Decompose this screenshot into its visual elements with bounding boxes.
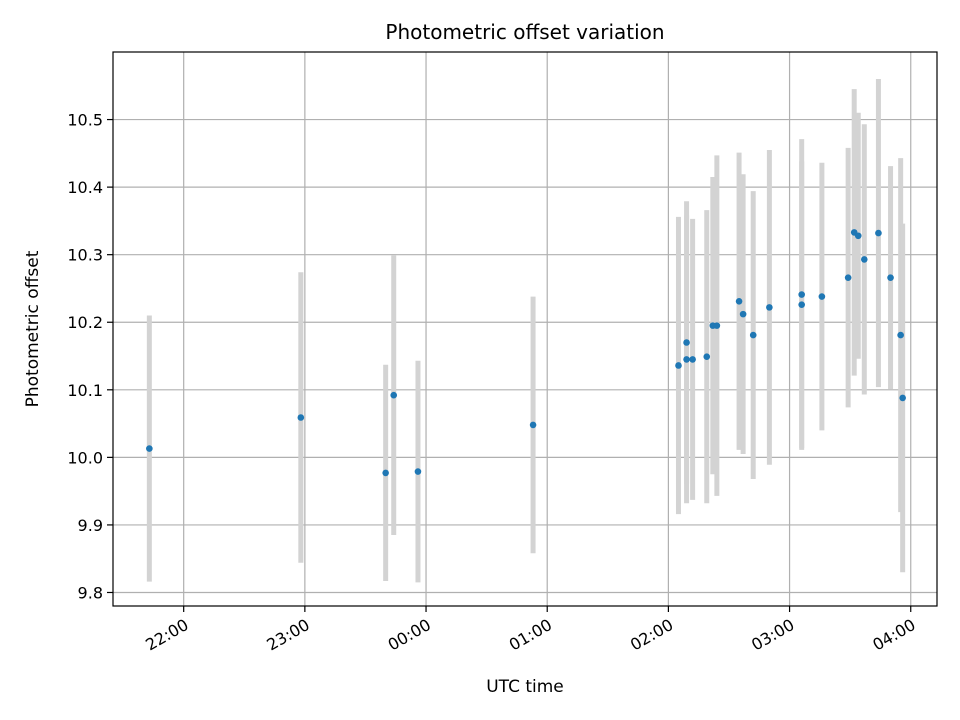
data-point (713, 322, 721, 329)
y-tick-label: 9.8 (78, 583, 103, 602)
data-point (749, 331, 757, 339)
y-axis-ticks: 9.8 9.9 10.0 10.1 10.2 10.3 10.4 10.5 (67, 111, 113, 602)
data-point (297, 414, 305, 421)
y-tick-label: 10.3 (67, 246, 103, 265)
y-tick-label: 10.0 (67, 448, 103, 467)
y-tick-label: 10.4 (67, 178, 103, 197)
data-point (703, 353, 711, 361)
data-point (683, 339, 690, 346)
data-point (390, 391, 398, 399)
data-point (899, 394, 906, 402)
y-tick-label: 9.9 (78, 516, 103, 535)
plot-frame (112, 51, 938, 607)
data-point (683, 356, 690, 363)
data-point (875, 229, 882, 237)
data-point (818, 293, 826, 300)
data-point (860, 256, 868, 263)
data-point (735, 298, 743, 305)
data-point (798, 291, 805, 298)
x-axis-label: UTC time (486, 677, 564, 697)
data-point (766, 304, 773, 311)
y-axis-label: Photometric offset (23, 250, 43, 407)
y-tick-label: 10.5 (67, 111, 103, 130)
data-point (897, 331, 904, 339)
data-point (382, 469, 389, 477)
data-point (739, 310, 747, 318)
data-point (414, 468, 422, 475)
data-point (844, 274, 852, 281)
data-point (798, 301, 805, 308)
data-points (146, 229, 906, 477)
data-point (146, 445, 153, 452)
data-point (854, 232, 862, 240)
y-tick-label: 10.1 (67, 381, 103, 400)
data-point (675, 362, 682, 369)
data-point (887, 274, 894, 281)
data-point (689, 356, 696, 363)
chart-title: Photometric offset variation (385, 20, 664, 44)
y-tick-label: 10.2 (67, 313, 103, 332)
data-point (529, 421, 537, 429)
